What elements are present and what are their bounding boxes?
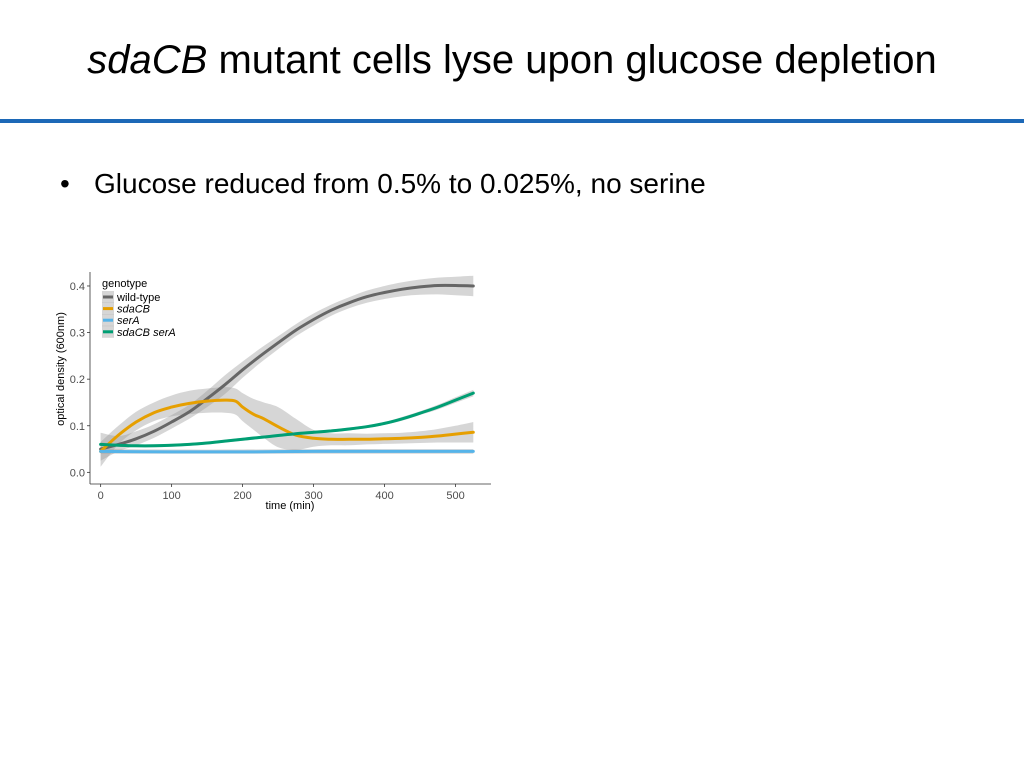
x-axis-label: time (min) — [266, 500, 315, 512]
legend-entry-label: serA — [117, 315, 140, 327]
series-line-1 — [99, 398, 475, 453]
x-tick-label: 400 — [375, 490, 393, 502]
y-axis-label: optical density (600nm) — [55, 312, 67, 426]
bullet-dot: • — [60, 168, 70, 199]
title-divider — [0, 119, 1024, 123]
y-tick-label: 0.0 — [70, 467, 85, 479]
x-tick-label: 200 — [233, 490, 251, 502]
bullet-text: Glucose reduced from 0.5% to 0.025%, no … — [94, 168, 706, 199]
slide-title-rest: mutant cells lyse upon glucose depletion — [207, 38, 937, 82]
y-tick-label: 0.1 — [70, 421, 85, 433]
y-tick-label: 0.4 — [70, 281, 85, 293]
slide-title-italic: sdaCB — [87, 38, 208, 82]
x-tick-label: 300 — [304, 490, 322, 502]
ci-band-0 — [100, 275, 474, 461]
x-tick-label: 0 — [98, 490, 104, 502]
legend-title: genotype — [102, 278, 147, 290]
series-line-0 — [99, 283, 475, 451]
x-tick-label: 500 — [446, 490, 464, 502]
bullet-item: • Glucose reduced from 0.5% to 0.025%, no… — [60, 168, 706, 200]
series-line-3 — [99, 391, 475, 448]
od-chart: 0.0 0.1 0.2 0.3 0.4 0 100 200 300 400 500 genotype… — [55, 272, 491, 512]
x-tick-label: 100 — [162, 490, 180, 502]
legend-entry-label: sdaCB — [117, 304, 150, 316]
y-tick-label: 0.3 — [70, 328, 85, 340]
series-line-2 — [99, 449, 475, 454]
legend-entry-label: wild-type — [116, 292, 160, 304]
series-lines — [99, 283, 475, 454]
slide-title: sdaCB mutant cells lyse upon glucose dep… — [0, 38, 1024, 83]
legend-entry-label: sdaCB serA — [117, 327, 176, 339]
axes: 0.0 0.1 0.2 0.3 0.4 0 100 200 300 400 500 — [70, 272, 491, 502]
y-tick-label: 0.2 — [70, 374, 85, 386]
